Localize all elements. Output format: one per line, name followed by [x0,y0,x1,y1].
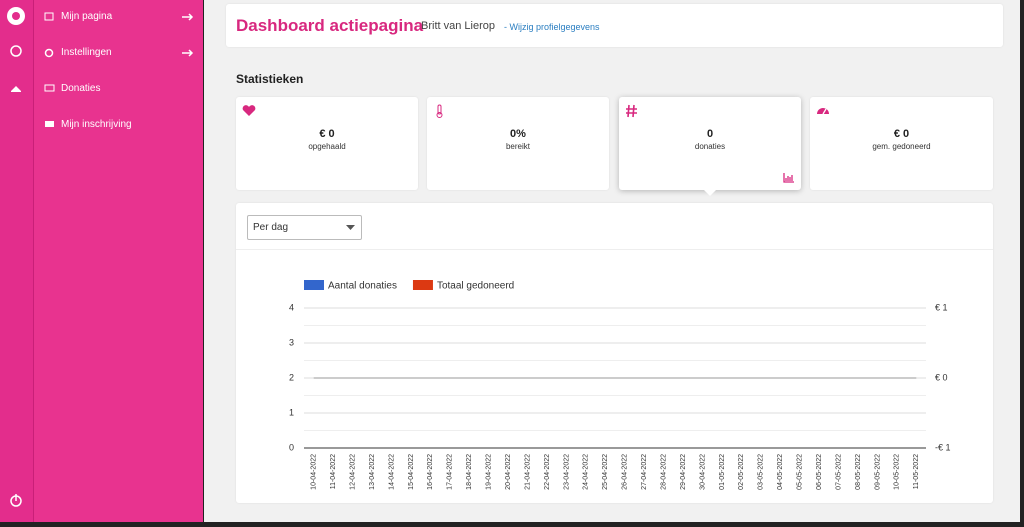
y-tick-label: 4 [289,302,294,312]
stat-card: € 0 gem. gedoneerd [810,97,993,190]
icon [242,105,256,116]
x-tick-label: 28-04-2022 [660,454,667,490]
x-tick-label: 20-04-2022 [505,454,512,490]
divider [236,249,993,250]
y-tick-label: 0 [289,442,294,452]
icon [626,104,637,118]
header: Dashboard actiepagina Britt van Lierop -… [226,4,1003,47]
stat-value: 0% [510,128,526,140]
legend-swatch [412,280,433,290]
x-tick-label: 04-05-2022 [777,454,784,490]
x-tick-label: 11-05-2022 [913,454,920,489]
stat-label: gem. gedoneerd [872,142,931,151]
y2-tick-label: -€ 1 [935,442,951,452]
period-select[interactable]: Per dag [247,215,362,240]
pointer [703,189,717,196]
y2-tick-label: € 1 [935,302,948,312]
x-tick-label: 15-04-2022 [408,454,415,490]
x-tick-label: 29-04-2022 [680,454,687,490]
legend-swatch [304,280,324,290]
stat-label: donaties [694,142,726,151]
stat-card-active[interactable]: 0 donaties [619,97,801,196]
chart-icon [783,173,794,183]
x-tick-label: 26-04-2022 [622,454,629,490]
x-tick-label: 09-05-2022 [874,454,881,490]
x-tick-label: 25-04-2022 [602,454,609,490]
x-tick-label: 08-05-2022 [855,454,862,490]
y2-tick-label: € 0 [935,372,948,382]
menu-icons [44,12,194,127]
stat-label: bereikt [505,142,530,151]
x-tick-label: 10-05-2022 [894,454,901,490]
x-tick-label: 03-05-2022 [758,454,765,490]
x-tick-label: 14-04-2022 [388,454,395,490]
menu-item[interactable]: Mijn pagina [61,11,113,22]
select-value: Per dag [253,222,289,233]
menu-item[interactable]: Donaties [61,83,101,94]
x-tick-label: 21-04-2022 [524,454,531,490]
menu-item[interactable]: Instellingen [61,47,112,58]
legend-label: Aantal donaties [328,281,397,292]
y-tick-label: 2 [289,372,294,382]
side-menu: Mijn pagina Instellingen Donaties Mijn i… [34,0,203,522]
x-tick-label: 11-04-2022 [330,454,337,489]
stat-label: opgehaald [308,142,346,151]
x-tick-label: 17-04-2022 [447,454,454,490]
x-tick-label: 10-04-2022 [311,454,318,490]
profile-link[interactable]: - Wijzig profielgegevens [504,22,600,32]
x-tick-label: 05-05-2022 [797,454,804,490]
x-tick-label: 01-05-2022 [719,454,726,490]
caret [346,225,355,230]
x-tick-label: 06-05-2022 [816,454,823,490]
user-name: Britt van Lierop [421,20,495,32]
stat-value: € 0 [893,128,910,140]
icon-rail [0,0,34,522]
rail-icons [7,7,25,507]
main: Dashboard actiepagina Britt van Lierop -… [204,0,1020,522]
x-tick-label: 30-04-2022 [699,454,706,490]
x-tick-label: 16-04-2022 [427,454,434,490]
icon [817,108,829,115]
x-tick-label: 07-05-2022 [835,454,842,490]
chart-card: Per dag 0 1 2 3 4 -€ 1 € 0 € 1 10-04-2022 11-04-2… [236,203,993,503]
page-title: Dashboard actiepagina [236,16,424,35]
x-tick-label: 24-04-2022 [583,454,590,490]
y-tick-label: 3 [289,337,294,347]
section-title: Statistieken [236,72,304,86]
x-tick-label: 02-05-2022 [738,454,745,490]
stat-value: € 0 [319,128,335,140]
stat-card: € 0 opgehaald [236,97,418,190]
x-tick-label: 12-04-2022 [349,454,356,490]
x-tick-label: 23-04-2022 [563,454,570,490]
x-tick-label: 13-04-2022 [369,454,376,490]
x-tick-label: 18-04-2022 [466,454,473,490]
stat-value: 0 [706,128,714,140]
y-tick-label: 1 [289,407,294,417]
legend-label: Totaal gedoneerd [437,281,514,292]
chart: 0 1 2 3 4 -€ 1 € 0 € 1 10-04-2022 11-04-2022 12-04… [289,280,951,490]
x-tick-label: 27-04-2022 [641,454,648,490]
icon [436,104,443,118]
menu-item[interactable]: Mijn inschrijving [61,119,132,130]
x-tick-label: 22-04-2022 [544,454,551,490]
stat-card: 0% bereikt [427,97,609,190]
x-tick-label: 19-04-2022 [486,454,493,490]
